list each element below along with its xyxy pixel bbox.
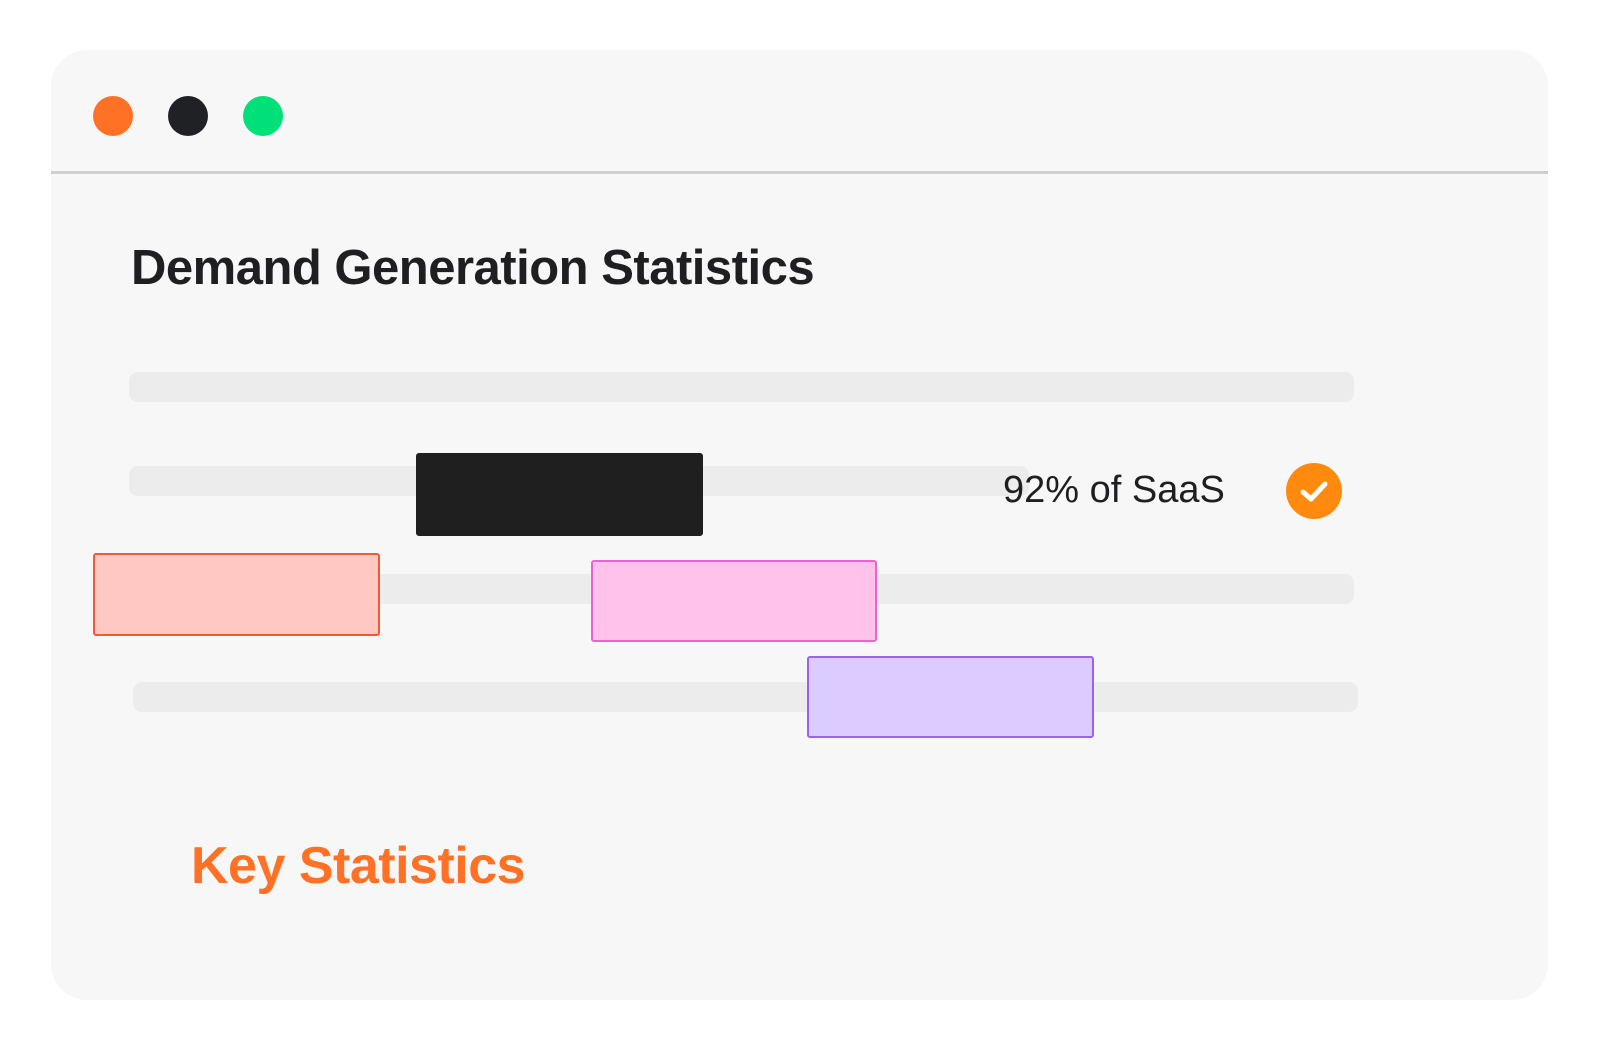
pink-highlight-block <box>591 560 877 642</box>
maximize-dot-icon[interactable] <box>243 96 283 136</box>
skeleton-bar <box>129 372 1354 402</box>
window-titlebar <box>51 50 1548 174</box>
close-dot-icon[interactable] <box>93 96 133 136</box>
key-statistics-heading: Key Statistics <box>191 837 526 895</box>
coral-highlight-block <box>93 553 380 636</box>
black-highlight-block <box>416 453 703 536</box>
check-circle-icon <box>1286 463 1342 519</box>
lavender-highlight-block <box>807 656 1094 738</box>
minimize-dot-icon[interactable] <box>168 96 208 136</box>
browser-window: Demand Generation Statistics 92% of SaaS… <box>51 50 1548 1000</box>
stat-text: 92% of SaaS <box>1003 469 1225 511</box>
skeleton-bar <box>133 682 1358 712</box>
page-title: Demand Generation Statistics <box>131 241 815 295</box>
